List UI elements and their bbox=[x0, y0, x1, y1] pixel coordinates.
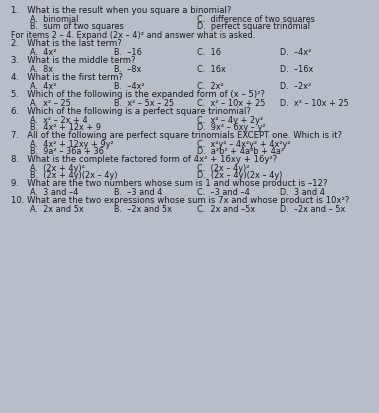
Text: D.  9x² – 6xy – y²: D. 9x² – 6xy – y² bbox=[197, 122, 266, 131]
Text: B.  9a² – 36a + 36: B. 9a² – 36a + 36 bbox=[30, 146, 104, 155]
Text: 6.   Which of the following is a perfect square trinomial?: 6. Which of the following is a perfect s… bbox=[11, 107, 251, 116]
Text: B.  –16: B. –16 bbox=[114, 47, 142, 57]
Text: B.  –8x: B. –8x bbox=[114, 64, 141, 74]
Text: For items 2 – 4. Expand (2x – 4)² and answer what is asked.: For items 2 – 4. Expand (2x – 4)² and an… bbox=[11, 31, 255, 40]
Text: C.  x²y² – 4x²y² + 4x²y²: C. x²y² – 4x²y² + 4x²y² bbox=[197, 139, 291, 148]
Text: D.  –4x²: D. –4x² bbox=[280, 47, 312, 57]
Text: C.  difference of two squares: C. difference of two squares bbox=[197, 15, 315, 24]
Text: 5.   Which of the following is the expanded form of (x – 5)²?: 5. Which of the following is the expande… bbox=[11, 90, 265, 99]
Text: A.  x² – 25: A. x² – 25 bbox=[30, 98, 71, 107]
Text: D.  perfect square trinomial: D. perfect square trinomial bbox=[197, 21, 310, 31]
Text: B.  –2x and 5x: B. –2x and 5x bbox=[114, 204, 172, 213]
Text: D.  a²b² + 4a³b + 4a²: D. a²b² + 4a³b + 4a² bbox=[197, 146, 284, 155]
Text: C.  16: C. 16 bbox=[197, 47, 221, 57]
Text: 8.   What is the complete factored form of 4x² + 16xy + 16y²?: 8. What is the complete factored form of… bbox=[11, 155, 278, 164]
Text: A.  4x² + 12xy + 9y²: A. 4x² + 12xy + 9y² bbox=[30, 139, 114, 148]
Text: A.  2x and 5x: A. 2x and 5x bbox=[30, 204, 84, 213]
Text: A.  4x²: A. 4x² bbox=[30, 81, 57, 90]
Text: A.  4x²: A. 4x² bbox=[30, 47, 57, 57]
Text: B.  (2x + 4y)(2x – 4y): B. (2x + 4y)(2x – 4y) bbox=[30, 170, 118, 179]
Text: 10. What are the two expressions whose sum is 7x and whose product is 10x²?: 10. What are the two expressions whose s… bbox=[11, 196, 350, 205]
Text: A.  binomial: A. binomial bbox=[30, 15, 79, 24]
Text: D.  –2x and – 5x: D. –2x and – 5x bbox=[280, 204, 346, 213]
Text: 3.   What is the middle term?: 3. What is the middle term? bbox=[11, 56, 136, 65]
Text: D.  –2x²: D. –2x² bbox=[280, 81, 312, 90]
Text: 4.   What is the first term?: 4. What is the first term? bbox=[11, 73, 124, 82]
Text: A.  x² – 2x + 4: A. x² – 2x + 4 bbox=[30, 115, 88, 124]
Text: D.  3 and 4: D. 3 and 4 bbox=[280, 187, 326, 196]
Text: C.  2x²: C. 2x² bbox=[197, 81, 224, 90]
Text: C.  (2x – 4y)²: C. (2x – 4y)² bbox=[197, 163, 250, 172]
Text: C.  2x and –5x: C. 2x and –5x bbox=[197, 204, 255, 213]
Text: D.  –16x: D. –16x bbox=[280, 64, 314, 74]
Text: B.  –3 and 4: B. –3 and 4 bbox=[114, 187, 162, 196]
Text: C.  x² – 10x + 25: C. x² – 10x + 25 bbox=[197, 98, 265, 107]
Text: C.  –3 and –4: C. –3 and –4 bbox=[197, 187, 250, 196]
Text: D.  (2x – 4y)(2x – 4y): D. (2x – 4y)(2x – 4y) bbox=[197, 170, 282, 179]
Text: 7.   All of the following are perfect square trinomials EXCEPT one. Which is it?: 7. All of the following are perfect squa… bbox=[11, 131, 343, 140]
Text: B.  –4x²: B. –4x² bbox=[114, 81, 144, 90]
Text: B.  4x² + 12x + 9: B. 4x² + 12x + 9 bbox=[30, 122, 101, 131]
Text: A.  8x: A. 8x bbox=[30, 64, 53, 74]
Text: B.  x² – 5x – 25: B. x² – 5x – 25 bbox=[114, 98, 174, 107]
Text: C.  x² – 4y + 2y²: C. x² – 4y + 2y² bbox=[197, 115, 263, 124]
Text: A.  3 and –4: A. 3 and –4 bbox=[30, 187, 79, 196]
Text: 9.   What are the two numbers whose sum is 1 and whose product is –12?: 9. What are the two numbers whose sum is… bbox=[11, 179, 328, 188]
Text: D.  x² – 10x + 25: D. x² – 10x + 25 bbox=[280, 98, 349, 107]
Text: 1.   What is the result when you square a binomial?: 1. What is the result when you square a … bbox=[11, 6, 232, 15]
Text: A.  (2x + 4y)²: A. (2x + 4y)² bbox=[30, 163, 85, 172]
Text: B.  sum of two squares: B. sum of two squares bbox=[30, 21, 124, 31]
Text: C.  16x: C. 16x bbox=[197, 64, 226, 74]
Text: 2.   What is the last term?: 2. What is the last term? bbox=[11, 39, 122, 48]
